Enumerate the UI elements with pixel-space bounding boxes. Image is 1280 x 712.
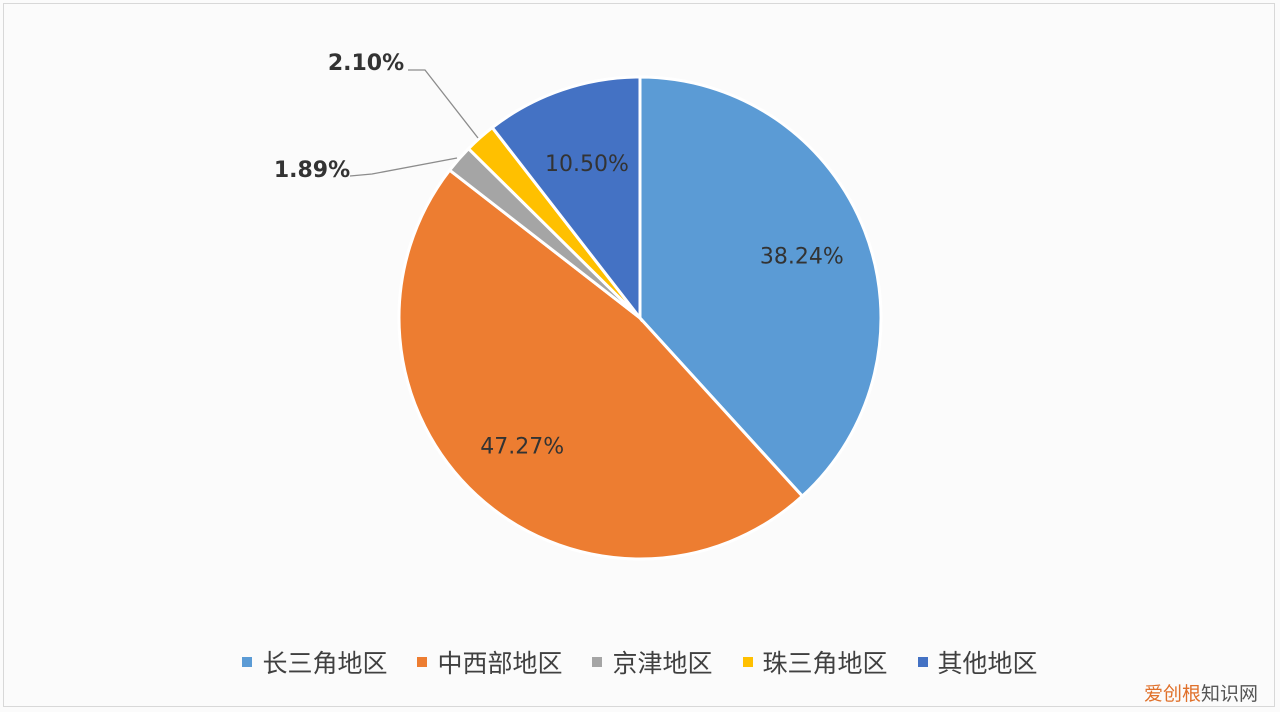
pie-slice bbox=[638, 75, 883, 499]
pie-slice bbox=[490, 75, 642, 323]
legend: 长三角地区 中西部地区 京津地区 珠三角地区 其他地区 bbox=[0, 644, 1280, 680]
data-label: 2.10% bbox=[328, 51, 404, 76]
pie-slice bbox=[397, 168, 805, 561]
legend-swatch bbox=[742, 657, 753, 667]
legend-label: 京津地区 bbox=[612, 649, 713, 678]
legend-label: 其他地区 bbox=[937, 649, 1038, 678]
legend-label: 长三角地区 bbox=[262, 649, 388, 678]
data-label: 10.50% bbox=[545, 152, 629, 177]
legend-item: 珠三角地区 bbox=[742, 644, 888, 680]
data-label: 38.24% bbox=[760, 244, 844, 269]
watermark: 爱创根知识网 bbox=[1143, 683, 1258, 705]
data-label: 1.89% bbox=[274, 158, 350, 183]
legend-item: 京津地区 bbox=[592, 644, 713, 680]
leader-line bbox=[408, 69, 479, 139]
leader-line bbox=[349, 157, 458, 177]
legend-item: 长三角地区 bbox=[242, 644, 387, 680]
chart-frame bbox=[3, 3, 1275, 707]
legend-swatch bbox=[592, 657, 603, 667]
legend-swatch bbox=[417, 657, 428, 667]
data-label: 47.27% bbox=[480, 434, 564, 459]
legend-item: 其他地区 bbox=[917, 644, 1038, 680]
legend-swatch bbox=[917, 657, 928, 667]
legend-swatch bbox=[242, 657, 253, 667]
legend-label: 珠三角地区 bbox=[762, 649, 888, 678]
legend-item: 中西部地区 bbox=[417, 644, 562, 680]
legend-label: 中西部地区 bbox=[437, 649, 563, 678]
